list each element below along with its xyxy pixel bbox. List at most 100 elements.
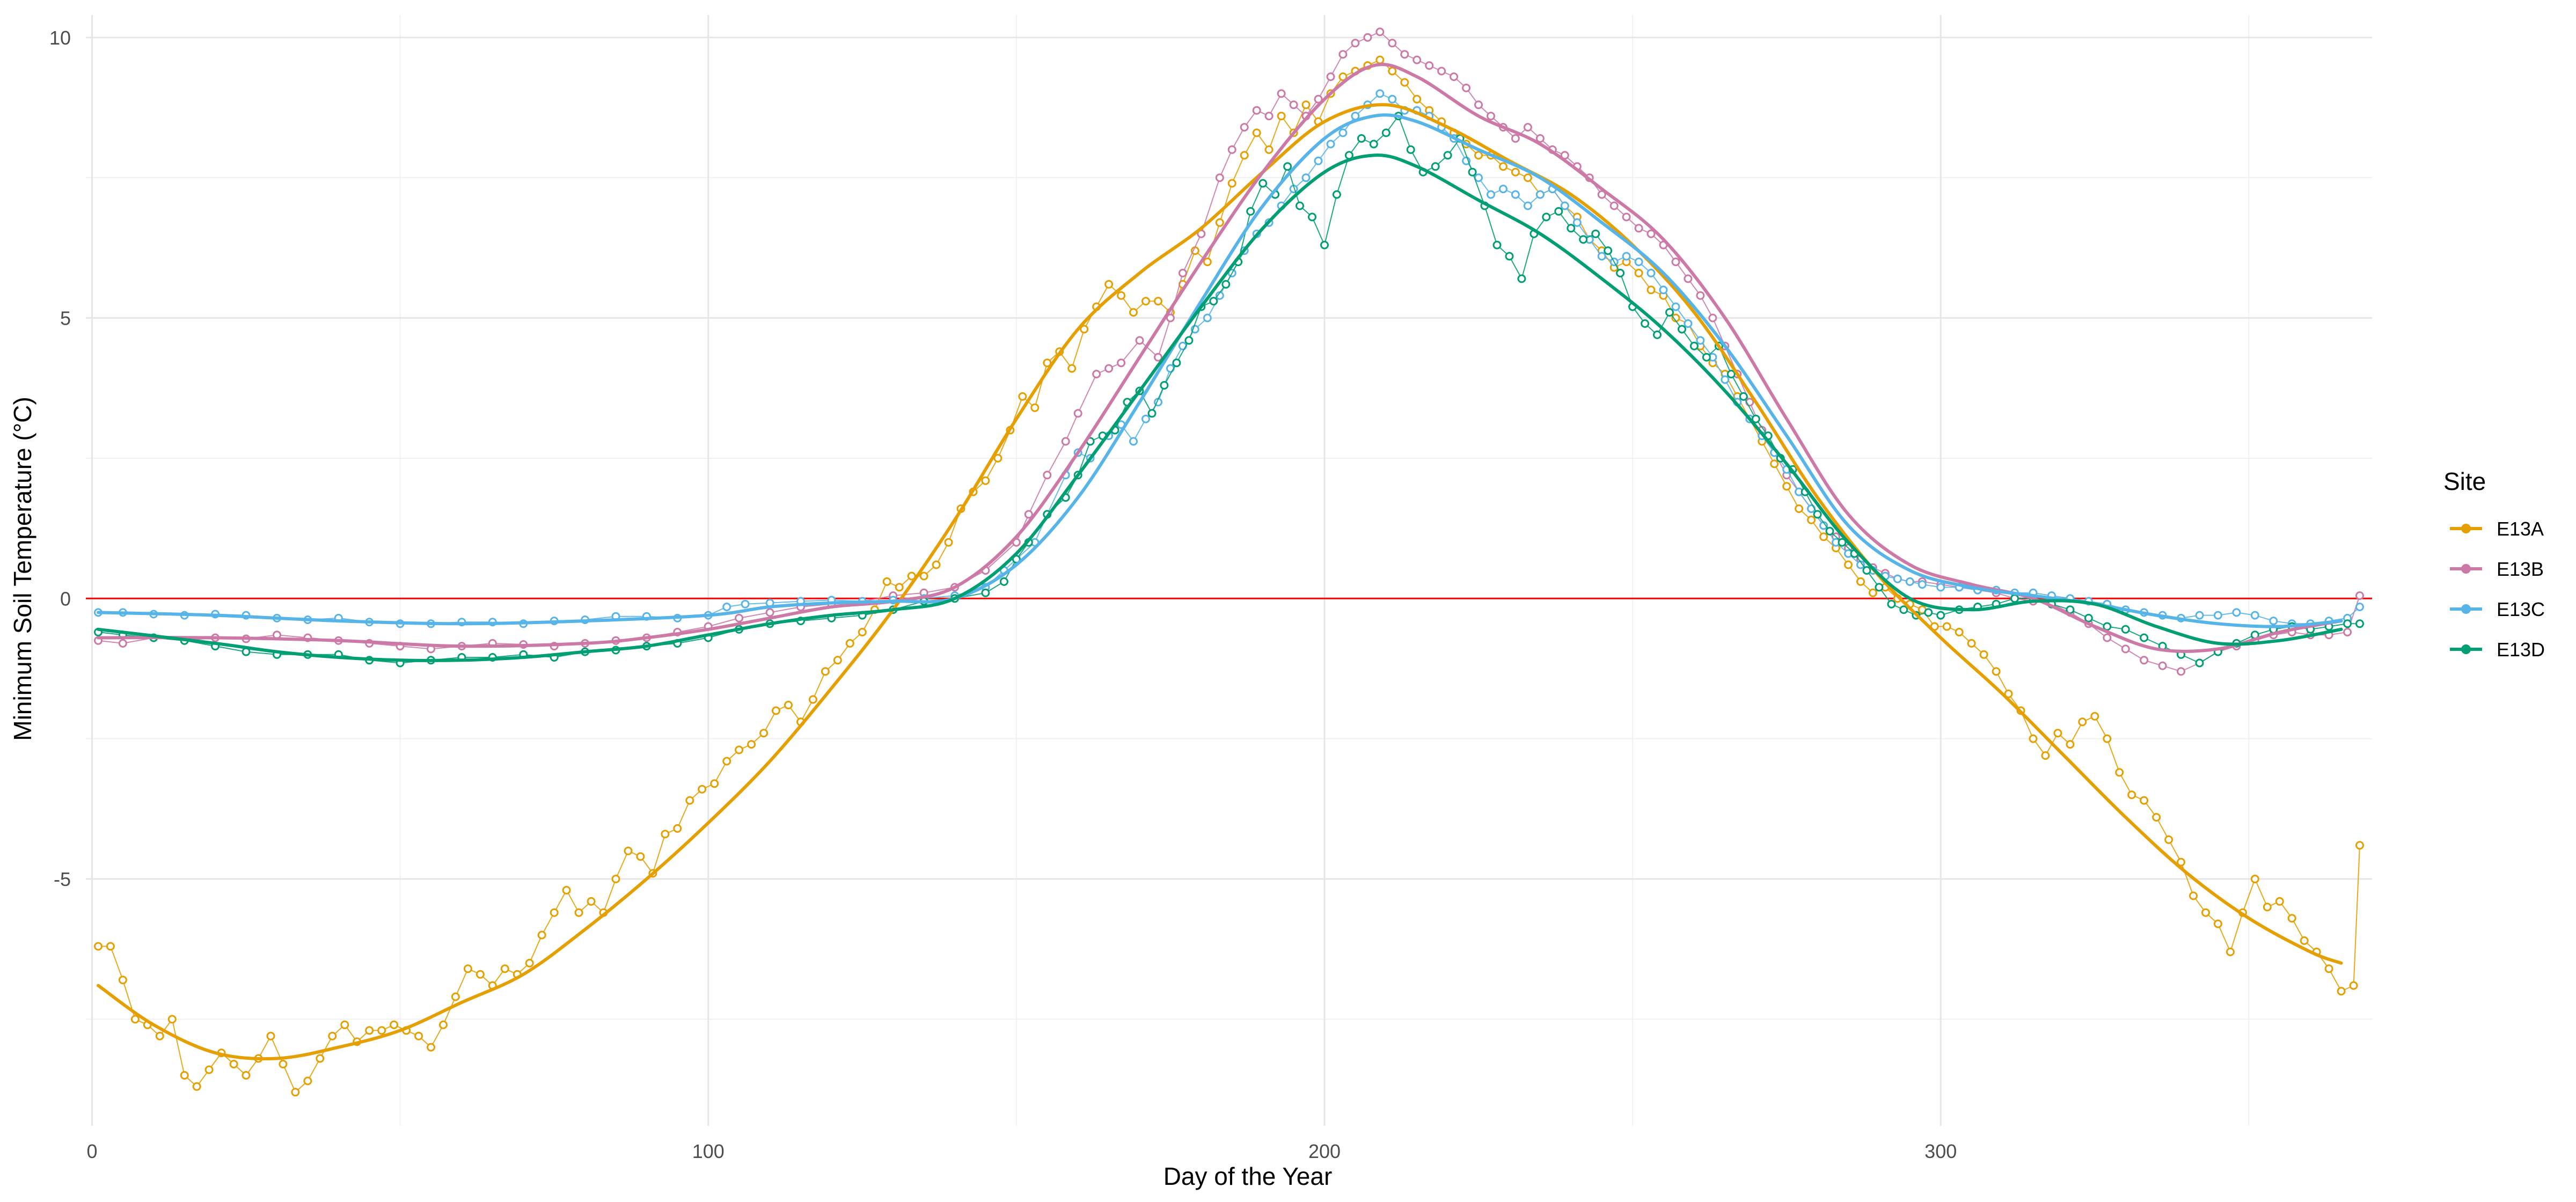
data-point-e13a [2263,903,2272,912]
data-point-e13a [907,571,916,581]
data-point-e13b [1684,274,1693,283]
data-point-e13c [1696,336,1705,345]
data-point-e13d [2355,619,2364,628]
data-point-e13d [1616,268,1625,277]
data-point-e13c [1671,302,1680,311]
data-point-e13a [2349,981,2358,990]
data-point-e13c [1684,319,1693,328]
data-point-e13c [1375,89,1385,98]
data-point-e13c [1918,580,1927,589]
legend-item-e13d: E13D [2450,639,2545,661]
data-point-e13a [2115,768,2124,777]
data-point-e13c [1203,313,1212,323]
data-point-e13a [2177,857,2185,867]
data-point-e13a [316,1054,325,1063]
data-point-e13d [1702,353,1711,362]
data-point-e13a [2041,751,2050,760]
data-point-e13a [1955,628,1964,636]
data-point-e13d [999,577,1008,586]
data-point-e13d [1591,229,1600,238]
y-tick-label: 5 [60,307,71,329]
data-point-e13a [1388,67,1397,76]
data-point-e13b [2158,661,2167,670]
data-point-e13a [1523,173,1532,182]
legend-key-point [2461,564,2471,574]
data-point-e13a [475,970,485,979]
data-point-e13a [2103,734,2112,743]
legend-label-e13a: E13A [2497,518,2544,540]
data-point-e13d [1505,252,1514,261]
smooth-line-e13b [97,63,2343,653]
data-point-e13a [2213,919,2222,928]
data-point-e13a [1782,482,1791,491]
data-point-e13b [1154,353,1162,362]
data-point-e13d [1899,605,1908,614]
data-point-e13d [1924,608,1933,617]
data-point-e13a [167,1015,177,1024]
smooth-line-e13a [97,103,2343,1061]
data-point-e13d [1751,414,1760,423]
data-point-e13b [1671,258,1680,266]
data-point-e13a [2127,790,2136,800]
data-point-e13d [1147,409,1157,418]
data-point-e13d [1381,128,1391,137]
data-point-e13c [1659,285,1668,295]
data-point-e13a [1080,325,1089,334]
observed-layer [94,27,2364,1097]
data-point-e13b [1227,145,1236,154]
data-point-e13b [1135,336,1144,345]
data-point-e13a [500,964,509,973]
data-point-e13d [1283,162,1292,171]
data-point-e13a [1413,94,1422,104]
data-point-e13d [1308,212,1316,222]
data-point-e13b [1351,39,1360,48]
data-point-e13b [1338,50,1348,59]
data-point-e13b [1413,55,1422,64]
data-point-e13c [722,603,731,611]
data-point-e13d [1517,274,1526,283]
data-point-e13a [1868,588,1877,597]
data-point-e13b [1462,83,1471,92]
data-point-e13d [1332,190,1341,199]
data-point-e13a [1646,285,1656,295]
data-point-e13d [1813,510,1822,519]
data-point-e13c [1178,341,1187,350]
data-point-e13a [747,740,756,749]
data-point-e13a [1634,268,1643,277]
data-point-e13b [1061,437,1070,446]
data-point-e13a [1807,515,1816,524]
data-point-e13d [2343,619,2352,628]
legend: Site E13A E13B E13C E13D [2443,467,2545,661]
data-point-e13a [1511,167,1520,177]
data-point-e13b [1487,112,1495,121]
data-point-e13d [1209,297,1218,306]
data-point-e13a [377,1026,386,1035]
data-point-e13a [2164,835,2174,844]
data-point-e13c [1535,190,1545,199]
data-point-e13d [1875,583,1884,592]
data-point-e13a [2300,936,2309,945]
data-point-e13c [1646,268,1656,277]
data-point-e13d [1406,145,1415,154]
data-point-e13a [1154,297,1162,306]
data-point-e13a [525,958,534,968]
data-point-e13a [981,476,990,485]
data-point-e13a [611,875,620,883]
data-point-e13d [1825,526,1834,536]
data-point-e13c [1523,201,1532,210]
data-point-e13a [2287,914,2296,923]
data-point-e13a [1264,145,1274,154]
data-point-e13a [1129,308,1138,317]
legend-items: E13A E13B E13C E13D [2450,518,2545,661]
data-point-e13b [1326,72,1335,81]
data-point-e13c [1499,185,1507,194]
data-point-e13a [1227,179,1236,188]
data-point-e13b [1166,313,1175,323]
legend-item-e13b: E13B [2450,558,2544,580]
series-line-e13d [98,115,2360,664]
data-point-e13b [1511,134,1520,143]
data-point-e13c [1301,173,1311,182]
data-point-e13d [1246,207,1255,216]
data-point-e13d [1936,611,1945,620]
data-point-e13b [1535,134,1545,143]
